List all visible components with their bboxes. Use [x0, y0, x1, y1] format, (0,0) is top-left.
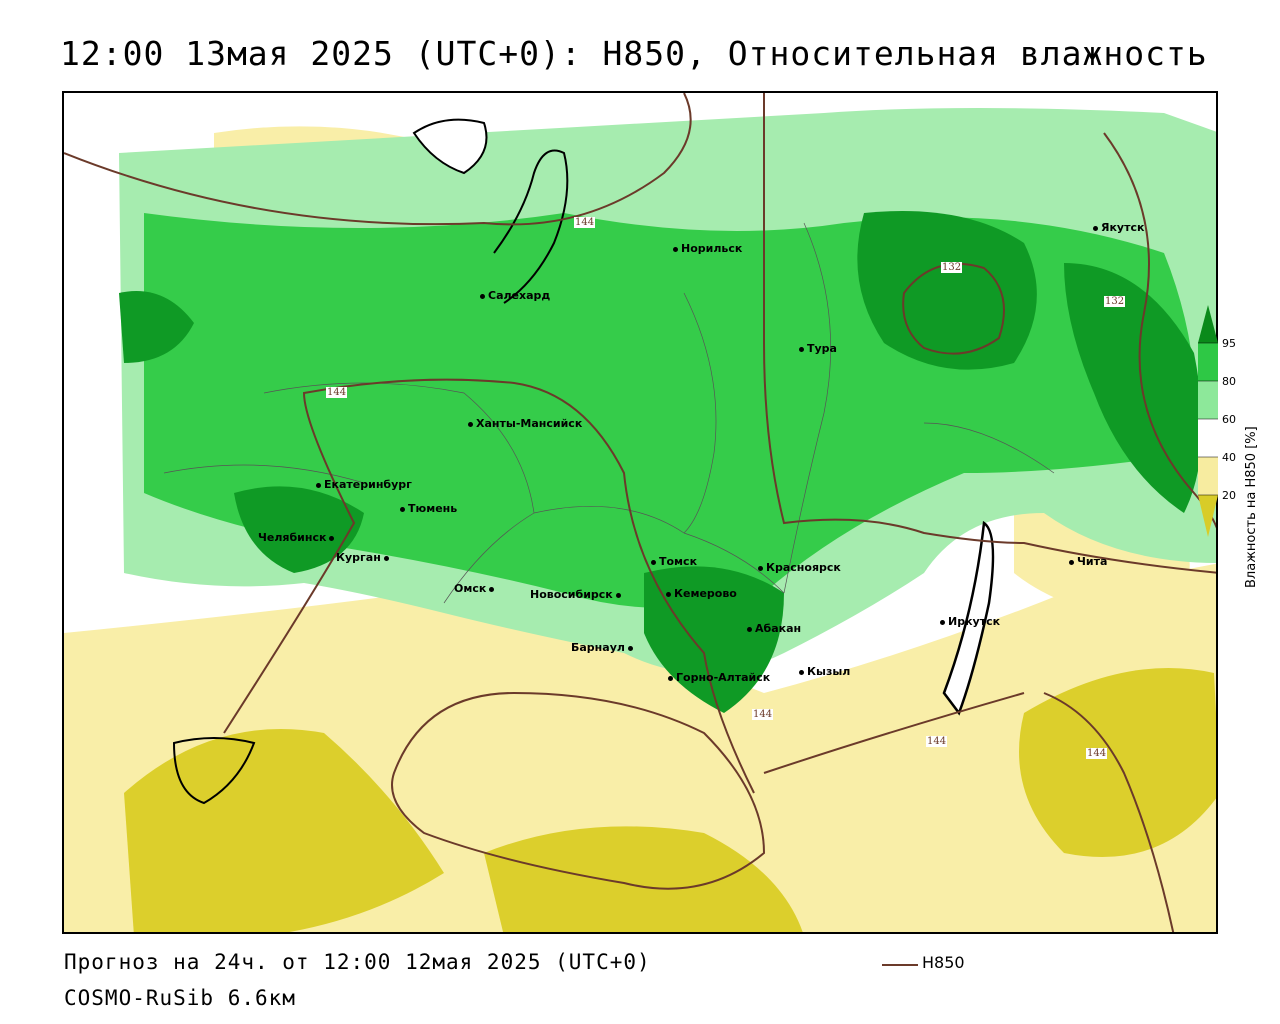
taymyr-coastline	[412, 118, 488, 175]
humidity-colorbar	[1198, 305, 1218, 537]
very-humid-core-west	[119, 291, 194, 363]
city-label: Новосибирск	[530, 588, 624, 601]
legend-title: Влажность на H850 [%]	[1244, 426, 1259, 588]
city-label: Чита	[1069, 555, 1107, 568]
contour-legend-line	[882, 964, 918, 966]
contour-label: 144	[574, 217, 596, 228]
city-label: Горно-Алтайск	[668, 671, 770, 684]
city-label: Абакан	[747, 622, 801, 635]
yamal-coastline	[493, 149, 569, 304]
city-label: Тура	[799, 342, 837, 355]
very-humid-core-far-east	[1064, 263, 1202, 513]
city-label: Ханты-Мансийск	[468, 417, 582, 430]
city-label: Салехард	[480, 289, 550, 302]
city-label: Омск	[454, 582, 497, 595]
legend-tick: 20	[1222, 489, 1236, 502]
city-label: Екатеринбург	[316, 478, 412, 491]
forecast-label: Прогноз на 24ч. от 12:00 12мая 2025 (UTC…	[64, 950, 651, 974]
contour-label: 144	[752, 709, 774, 720]
baikal-outline	[942, 520, 995, 716]
map-canvas	[64, 93, 1216, 932]
contour-label: 144	[926, 736, 948, 747]
city-label: Барнаул	[571, 641, 636, 654]
contour-label: 144	[1086, 748, 1108, 759]
very-humid-core-ural	[234, 486, 364, 573]
contour-label: 144	[326, 387, 348, 398]
map-title: 12:00 13мая 2025 (UTC+0): H850, Относите…	[60, 34, 1208, 73]
very-humid-core-east	[857, 211, 1037, 370]
model-label: COSMO-RuSib 6.6км	[64, 986, 296, 1010]
region-borders	[163, 222, 1055, 604]
city-label: Кемерово	[666, 587, 737, 600]
legend-tick: 40	[1222, 451, 1236, 464]
city-label: Норильск	[673, 242, 742, 255]
weather-map: 144 132 132 144 144 144 144 Норильск Яку…	[62, 91, 1218, 934]
contour-legend-label: H850	[922, 953, 965, 972]
balkhash-outline	[172, 737, 256, 805]
city-label: Кызыл	[799, 665, 850, 678]
city-label: Иркутск	[940, 615, 1000, 628]
city-label: Челябинск	[258, 531, 337, 544]
city-label: Красноярск	[758, 561, 841, 574]
legend-tick: 60	[1222, 413, 1236, 426]
contour-label: 132	[1104, 296, 1126, 307]
city-label: Тюмень	[400, 502, 457, 515]
contour-label: 132	[941, 262, 963, 273]
city-label: Томск	[651, 555, 697, 568]
city-label: Курган	[336, 551, 392, 564]
very-dry-region-south	[484, 826, 803, 932]
very-dry-region-southwest	[124, 729, 444, 932]
very-humid-core-altai	[644, 566, 784, 713]
city-label: Якутск	[1093, 221, 1144, 234]
legend-tick: 95	[1222, 337, 1236, 350]
legend-tick: 80	[1222, 375, 1236, 388]
h850-contours	[64, 93, 1216, 932]
